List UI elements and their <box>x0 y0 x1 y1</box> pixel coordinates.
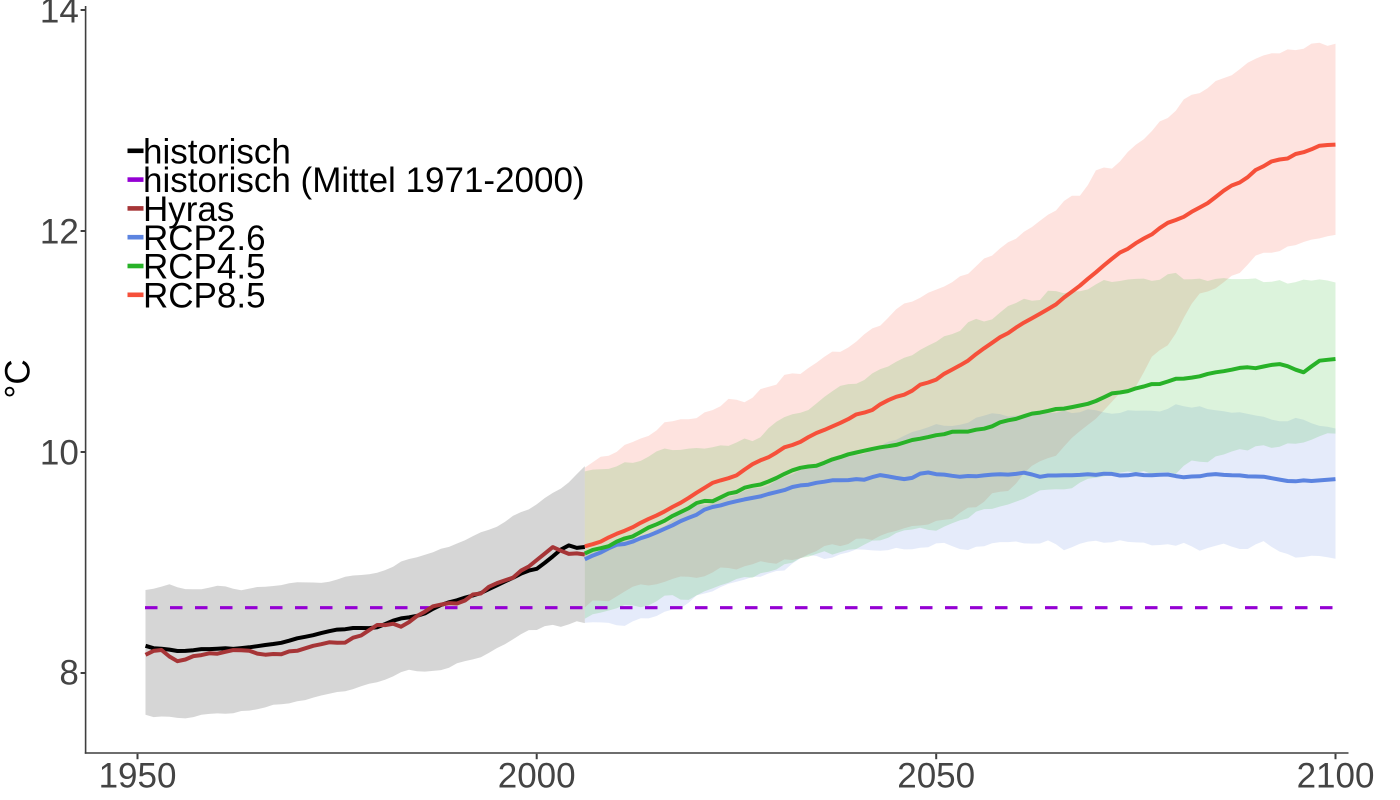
svg-text:RCP8.5: RCP8.5 <box>143 276 266 315</box>
svg-text:historisch (Mittel 1971-2000): historisch (Mittel 1971-2000) <box>143 161 585 200</box>
svg-text:2050: 2050 <box>897 757 975 796</box>
svg-text:8: 8 <box>59 653 78 692</box>
svg-text:Hyras: Hyras <box>143 190 234 229</box>
svg-text:14: 14 <box>40 0 79 31</box>
svg-text:historisch: historisch <box>143 132 291 171</box>
svg-text:12: 12 <box>40 213 79 252</box>
svg-text:1950: 1950 <box>99 757 177 796</box>
svg-text:10: 10 <box>40 434 79 473</box>
svg-text:RCP4.5: RCP4.5 <box>143 248 266 287</box>
svg-text:2000: 2000 <box>498 757 576 796</box>
svg-text:2100: 2100 <box>1297 757 1375 796</box>
svg-text:°C: °C <box>0 359 38 398</box>
svg-text:RCP2.6: RCP2.6 <box>143 219 266 258</box>
